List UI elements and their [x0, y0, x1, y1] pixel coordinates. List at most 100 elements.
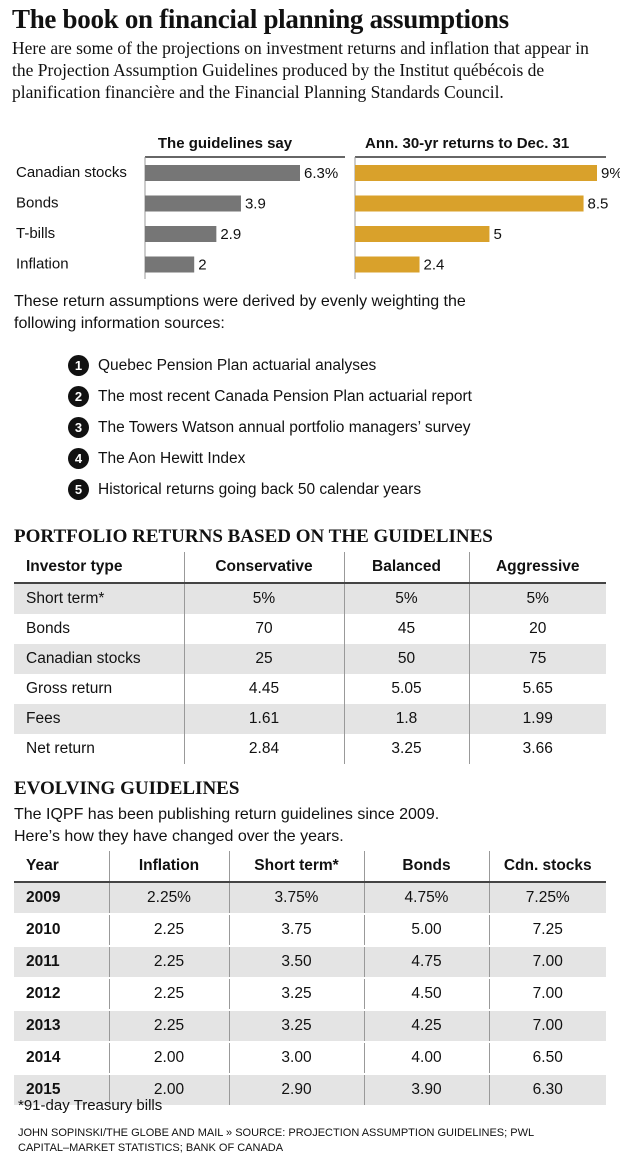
- source-item: 2 The most recent Canada Pension Plan act…: [68, 381, 472, 412]
- table-cell: 2013: [14, 1010, 109, 1043]
- sources-list: 1 Quebec Pension Plan actuarial analyses 2…: [68, 350, 472, 505]
- table-row: 2014 2.00 3.00 4.00 6.50: [14, 1042, 606, 1075]
- bar: [145, 195, 241, 212]
- category-label: Canadian stocks: [16, 164, 127, 181]
- table-cell: 2.90: [228, 1074, 364, 1107]
- table-cell: 2015: [14, 1074, 109, 1107]
- table-row: 2009 2.25% 3.75% 4.75% 7.25%: [14, 882, 606, 915]
- bar: [145, 165, 300, 181]
- category-label: T-bills: [16, 225, 55, 242]
- table-cell: Net return: [26, 740, 95, 757]
- table-cell: 50: [343, 644, 469, 674]
- bar-chart: Canadian stocks Bonds T-bills Inflation The …: [16, 135, 620, 279]
- table-cell: 4.50: [363, 978, 489, 1011]
- table-row: Net return 2.84 3.25 3.66: [14, 734, 606, 764]
- item-text: Historical returns going back 50 calenda…: [98, 480, 422, 498]
- item-text: The Towers Watson annual portfolio manag…: [98, 418, 471, 436]
- table-cell: 4.25: [363, 1010, 489, 1043]
- table-cell: 3.25: [228, 978, 364, 1011]
- source-item: 4 The Aon Hewitt Index: [68, 443, 472, 474]
- header-cell: Conservative: [183, 552, 344, 584]
- item-number: 1: [68, 355, 89, 376]
- value-label: 9%: [601, 165, 620, 182]
- table-cell: 2010: [14, 914, 109, 947]
- header-cell: Investor type: [14, 552, 184, 584]
- table-cell: 25: [183, 644, 344, 674]
- table-cell: 6.50: [488, 1042, 606, 1075]
- header-cell: Year: [14, 851, 109, 883]
- portfolio-table: Investor type Conservative Balanced Aggress…: [14, 552, 606, 764]
- bar: [355, 226, 490, 242]
- table-cell: 4.00: [363, 1042, 489, 1075]
- evolving-table: Year Inflation Short term* Bonds Cdn. stocks…: [14, 851, 606, 1107]
- header-cell: Short term*: [228, 851, 364, 883]
- table-cell: Gross return: [26, 680, 113, 697]
- table-cell: Canadian stocks: [14, 644, 184, 674]
- bar: [145, 226, 217, 242]
- table-cell: 5.05: [343, 674, 469, 704]
- item-number: 3: [68, 417, 89, 438]
- header-cell: Inflation: [108, 851, 229, 883]
- header-cell: Bonds: [363, 851, 489, 883]
- table-cell: 2.25: [108, 1010, 229, 1043]
- value-label: 3.9: [245, 195, 266, 212]
- intro: Here are some of the projections on inve…: [12, 38, 589, 102]
- table-cell: 2.25: [108, 946, 229, 979]
- item-number: 4: [68, 448, 89, 469]
- bar: [145, 256, 195, 273]
- table-cell: Bonds: [26, 620, 70, 637]
- table-cell: 5.65: [468, 674, 606, 704]
- table-cell: 45: [343, 614, 469, 644]
- table-cell: 7.25%: [488, 882, 606, 915]
- table-cell: 2014: [14, 1042, 109, 1075]
- value-label: 6.3%: [304, 165, 338, 182]
- header-cell: Cdn. stocks: [488, 851, 606, 883]
- table-cell: 3.90: [363, 1074, 489, 1107]
- table-cell: 5%: [468, 583, 606, 614]
- table-cell: 7.00: [488, 1010, 606, 1043]
- table-row: Gross return 4.45 5.05 5.65: [14, 674, 606, 704]
- table-row: 2011 2.25 3.50 4.75 7.00: [14, 946, 606, 979]
- value-label: 5: [493, 226, 501, 243]
- table-cell: 5.00: [363, 914, 489, 947]
- footnote: *91-day Treasury bills: [18, 1097, 163, 1114]
- table-cell: 2.00: [108, 1074, 229, 1107]
- sources-intro: These return assumptions were derived by…: [14, 293, 466, 332]
- table-cell: 2009: [14, 882, 109, 915]
- table-cell: 3.25: [228, 1010, 364, 1043]
- table-cell: 1.61: [183, 704, 344, 734]
- value-label: 2.4: [424, 256, 445, 273]
- source-item: 5 Historical returns going back 50 calend…: [68, 474, 472, 505]
- table-cell: 2.84: [183, 734, 344, 764]
- table-cell: 3.50: [228, 946, 364, 979]
- item-text: The Aon Hewitt Index: [98, 449, 246, 467]
- table-cell: Short term*: [14, 583, 184, 614]
- evolving-intro: The IQPF has been publishing return guid…: [14, 806, 440, 845]
- table-cell: 2.25: [108, 978, 229, 1011]
- table-cell: 6.30: [488, 1074, 606, 1107]
- bar: [355, 256, 420, 273]
- bar: [355, 195, 584, 212]
- table-row: 2012 2.25 3.25 4.50 7.00: [14, 978, 606, 1011]
- table-cell: 75: [468, 644, 606, 674]
- table-row: 2010 2.25 3.75 5.00 7.25: [14, 914, 606, 947]
- table-row: Canadian stocks 25 50 75: [14, 644, 606, 674]
- table-cell: 3.75%: [228, 882, 364, 915]
- table-cell: 3.75: [228, 914, 364, 947]
- table-cell: 2.25%: [108, 882, 229, 915]
- table-cell: Fees: [14, 704, 184, 734]
- table-cell: 3.66: [468, 734, 606, 764]
- source-item: 3 The Towers Watson annual portfolio mana…: [68, 412, 472, 443]
- value-label: 8.5: [588, 195, 609, 212]
- panel-title: Ann. 30-yr returns to Dec. 31: [365, 135, 569, 152]
- table-cell: 7.25: [488, 914, 606, 947]
- table-cell: 2012: [14, 978, 109, 1011]
- item-number: 2: [68, 386, 89, 407]
- table-cell: 5%: [343, 583, 469, 614]
- table-cell: 3.00: [228, 1042, 364, 1075]
- table-cell: 4.75: [363, 946, 489, 979]
- item-text: Quebec Pension Plan actuarial analyses: [98, 356, 377, 374]
- table-row: Bonds 70 45 20: [14, 614, 606, 644]
- table-cell: 2.00: [108, 1042, 229, 1075]
